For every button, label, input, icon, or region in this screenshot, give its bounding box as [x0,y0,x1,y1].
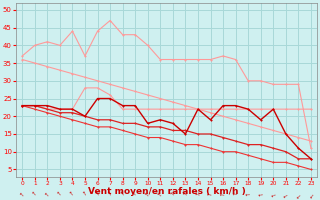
Text: ↑: ↑ [195,190,201,196]
X-axis label: Vent moyen/en rafales ( km/h ): Vent moyen/en rafales ( km/h ) [88,187,245,196]
Text: ↑: ↑ [170,190,176,197]
Text: ↑: ↑ [144,190,151,197]
Text: ↑: ↑ [19,190,26,197]
Text: ↑: ↑ [270,190,276,196]
Text: ↑: ↑ [245,190,251,195]
Text: ↑: ↑ [94,190,101,197]
Text: ↑: ↑ [82,190,88,197]
Text: ↑: ↑ [107,190,113,197]
Text: ↑: ↑ [119,190,126,197]
Text: ↑: ↑ [57,190,63,197]
Text: ↑: ↑ [207,190,213,196]
Text: ↑: ↑ [283,190,289,197]
Text: ↑: ↑ [233,190,238,195]
Text: ↑: ↑ [69,190,76,197]
Text: ↑: ↑ [182,190,189,197]
Text: ↑: ↑ [308,190,314,197]
Text: ↑: ↑ [258,190,264,196]
Text: ↑: ↑ [157,190,164,197]
Text: ↑: ↑ [31,190,38,197]
Text: ↑: ↑ [295,190,302,197]
Text: ↑: ↑ [220,190,226,196]
Text: ↑: ↑ [132,190,139,197]
Text: ↑: ↑ [44,190,51,197]
